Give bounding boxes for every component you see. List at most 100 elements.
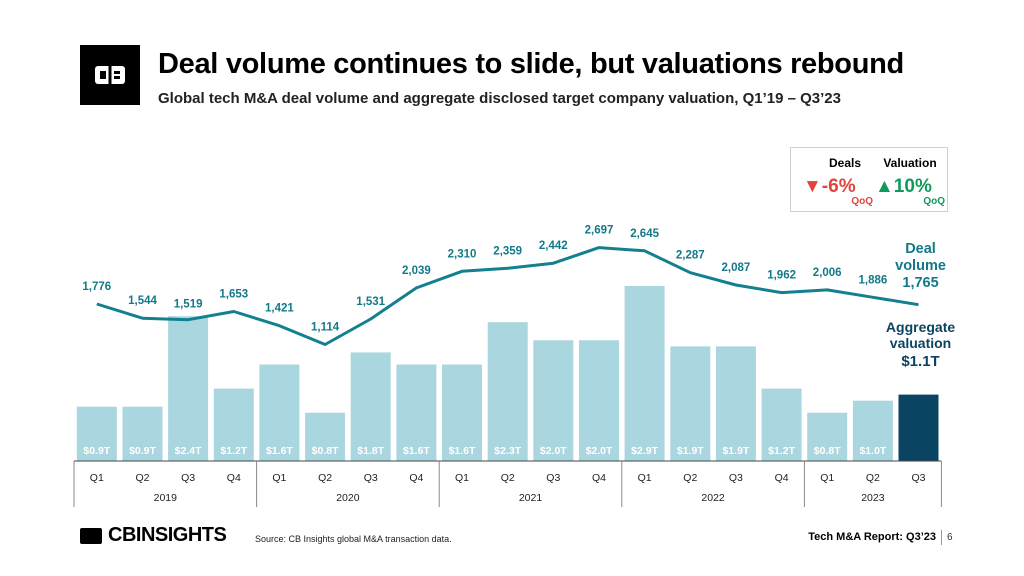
x-tick-label-5: Q2 [318,472,332,484]
bar-3 [213,388,254,461]
valuation-annotation-1: valuation [890,335,951,351]
page-subtitle: Global tech M&A deal volume and aggregat… [158,90,841,107]
bar-16 [807,412,848,461]
kpi-deals-value: ▼-6% [803,176,856,197]
line-label-0: 1,776 [82,281,111,293]
bar-14 [715,346,756,461]
kpi-valuation-label: Valuation [883,156,937,170]
year-label-3: 2022 [701,492,725,504]
bar-12 [624,286,665,461]
line-label-6: 1,531 [356,296,385,308]
footer-divider [941,530,942,545]
deal-volume-annotation-2: 1,765 [902,275,938,291]
bar-label-0: $0.9T [83,445,110,457]
bar-1 [122,406,163,461]
bar-label-1: $0.9T [129,445,156,457]
bar-4 [259,364,300,461]
bar-15 [761,388,802,461]
page-title: Deal volume continues to slide, but valu… [158,48,904,80]
kpi-deals: Deals ▼-6% QoQ [803,156,873,207]
footer-brand-text: CBINSIGHTS [108,524,227,546]
bar-label-3: $1.2T [220,445,247,457]
line-label-13: 2,287 [676,250,705,262]
kpi-valuation: Valuation ▲10% QoQ [875,156,945,207]
bar-0 [76,406,117,461]
bar-label-8: $1.6T [449,445,476,457]
bar-6 [350,352,391,461]
x-tick-label-0: Q1 [90,472,104,484]
x-tick-label-2: Q3 [181,472,195,484]
x-tick-label-6: Q3 [364,472,378,484]
bar-label-17: $1.0T [859,445,886,457]
line-label-14: 2,087 [722,262,751,274]
bar-13 [670,346,711,461]
x-tick-label-3: Q4 [227,472,241,484]
x-tick-label-8: Q1 [455,472,469,484]
line-label-9: 2,359 [493,245,522,257]
page-number: 6 [947,532,953,543]
kpi-summary-box: Deals ▼-6% QoQ Valuation ▲10% QoQ [790,147,948,212]
bar-label-15: $1.2T [768,445,795,457]
line-label-11: 2,697 [585,225,614,237]
x-tick-label-4: Q1 [272,472,286,484]
year-label-1: 2020 [336,492,360,504]
x-tick-label-1: Q2 [135,472,149,484]
bar-9 [487,322,528,461]
year-label-4: 2023 [861,492,885,504]
bar-label-5: $0.8T [312,445,339,457]
bar-label-2: $2.4T [175,445,202,457]
line-label-3: 1,653 [219,289,248,301]
deal-volume-annotation-0: Deal [905,241,936,257]
line-label-8: 2,310 [448,248,477,260]
bar-label-7: $1.6T [403,445,430,457]
bar-label-16: $0.8T [814,445,841,457]
line-label-17: 1,886 [859,274,888,286]
bar-17 [852,400,893,461]
cb-mark-icon [80,527,102,544]
bar-label-13: $1.9T [677,445,704,457]
x-tick-label-14: Q3 [729,472,743,484]
line-label-5: 1,114 [311,322,340,334]
x-tick-label-7: Q4 [409,472,423,484]
x-tick-label-17: Q2 [866,472,880,484]
line-label-7: 2,039 [402,265,431,277]
x-tick-label-13: Q2 [683,472,697,484]
kpi-deals-sub: QoQ [851,196,873,207]
x-tick-label-11: Q4 [592,472,606,484]
bar-label-12: $2.9T [631,445,658,457]
bar-label-11: $2.0T [586,445,613,457]
valuation-annotation-2: $1.1T [901,353,939,370]
line-label-1: 1,544 [128,295,157,307]
x-tick-label-15: Q4 [775,472,789,484]
x-tick-label-16: Q1 [820,472,834,484]
line-label-10: 2,442 [539,240,568,252]
valuation-annotation-0: Aggregate [886,319,955,335]
kpi-valuation-value: ▲10% [875,176,932,197]
bar-label-4: $1.6T [266,445,293,457]
bar-7 [396,364,437,461]
line-label-12: 2,645 [630,228,659,240]
bar-label-6: $1.8T [357,445,384,457]
report-name: Tech M&A Report: Q3’23 [808,531,936,543]
kpi-valuation-sub: QoQ [923,196,945,207]
x-tick-label-12: Q1 [638,472,652,484]
bar-10 [533,340,574,461]
bar-label-10: $2.0T [540,445,567,457]
bar-8 [442,364,482,461]
deal-volume-annotation-1: volume [895,258,946,274]
x-tick-label-10: Q3 [546,472,560,484]
x-tick-label-18: Q3 [911,472,925,484]
bar-label-14: $1.9T [722,445,749,457]
line-label-15: 1,962 [767,270,796,282]
line-label-2: 1,519 [174,299,203,311]
x-tick-label-9: Q2 [501,472,515,484]
line-label-16: 2,006 [813,267,842,279]
bar-11 [579,340,619,461]
deal-volume-line [96,246,919,346]
cb-logo-icon [80,45,140,105]
year-label-0: 2019 [154,492,178,504]
kpi-deals-label: Deals [828,156,862,170]
year-label-2: 2021 [519,492,543,504]
bar-18 [898,394,939,461]
bar-label-9: $2.3T [494,445,521,457]
